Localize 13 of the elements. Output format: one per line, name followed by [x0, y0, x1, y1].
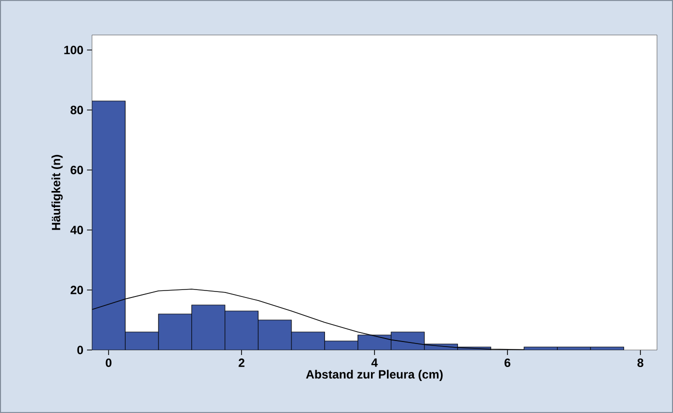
- y-tick-label: 80: [70, 106, 83, 114]
- y-tick-label: 100: [64, 46, 83, 54]
- x-tick-label: 4: [371, 358, 378, 367]
- y-tick-label: 0: [77, 346, 83, 354]
- x-tick-label: 2: [238, 358, 244, 367]
- x-tick-label: 6: [504, 358, 510, 367]
- y-tick-label: 60: [70, 166, 83, 174]
- x-axis-title: Abstand zur Pleura (cm): [306, 370, 443, 381]
- x-tick-label: 0: [106, 358, 112, 367]
- x-tick-label: 8: [637, 358, 644, 367]
- y-tick-label: 40: [70, 226, 83, 234]
- y-tick-label: 20: [70, 286, 83, 294]
- y-axis-title: Häufigkeit (n): [52, 154, 63, 230]
